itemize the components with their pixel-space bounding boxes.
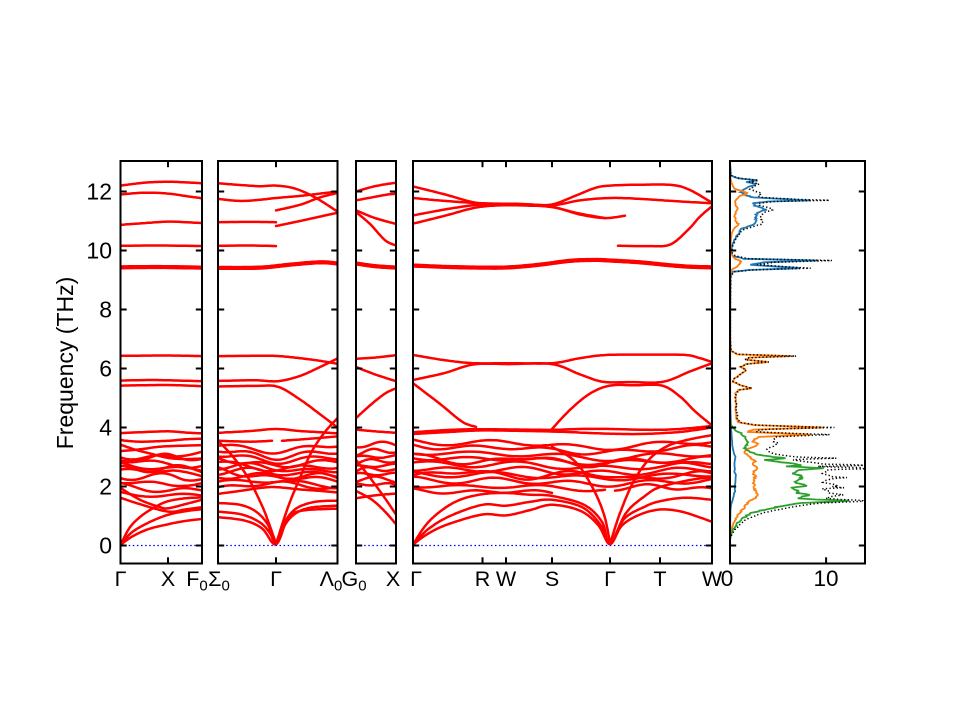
svg-text:0: 0 (99, 532, 112, 558)
svg-text:2: 2 (99, 473, 112, 499)
svg-text:T: T (653, 567, 666, 591)
svg-text:Frequency (THz): Frequency (THz) (52, 277, 78, 450)
svg-text:W: W (496, 567, 517, 591)
svg-text:W: W (702, 567, 723, 591)
svg-text:Γ: Γ (115, 567, 127, 591)
svg-text:R: R (475, 567, 491, 591)
svg-text:0: 0 (721, 566, 734, 591)
svg-text:Γ: Γ (270, 567, 282, 591)
svg-text:X: X (161, 567, 175, 591)
svg-text:Γ: Γ (410, 567, 422, 591)
svg-text:4: 4 (99, 414, 112, 440)
svg-text:10: 10 (86, 237, 112, 263)
svg-text:X: X (386, 567, 400, 591)
svg-text:Γ: Γ (604, 567, 616, 591)
svg-text:S: S (545, 567, 559, 591)
svg-text:8: 8 (99, 296, 112, 322)
svg-text:10: 10 (813, 566, 838, 591)
svg-text:12: 12 (86, 178, 112, 204)
svg-text:6: 6 (99, 355, 112, 381)
